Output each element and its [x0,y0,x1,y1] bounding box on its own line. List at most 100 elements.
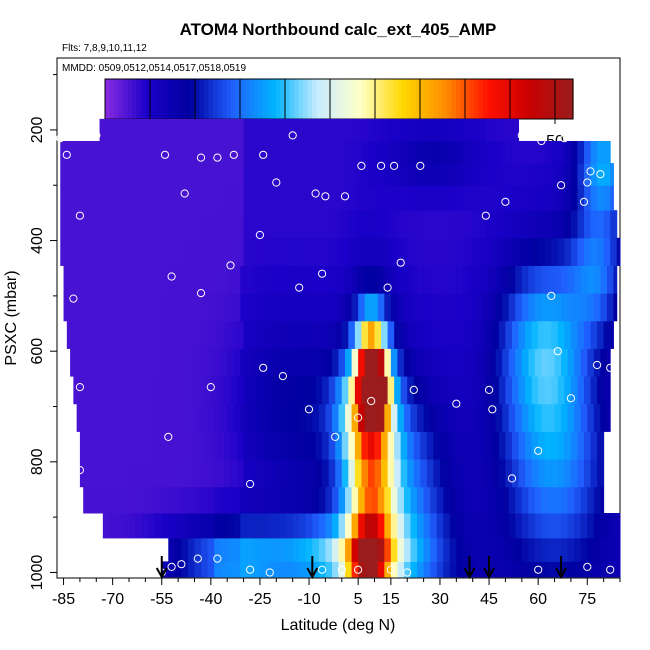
heatmap-cell [511,431,520,460]
heatmap-cell [125,237,133,266]
heatmap-cell [181,561,189,578]
heatmap-cell [361,320,369,349]
heatmap-cell [250,118,258,142]
plot-frame [56,57,621,579]
heatmap-cell [289,185,297,211]
heatmap-cell [269,140,277,164]
heatmap-cell [194,537,202,562]
heatmap-cell [145,376,153,405]
heatmap-cell [580,486,588,514]
heatmap-cell [371,537,379,562]
heatmap-cell [534,348,542,377]
heatmap-cell [567,537,575,562]
heatmap-cell [93,237,101,266]
heatmap-cell [341,376,349,405]
heatmap-cell [367,163,376,186]
heatmap-cell [259,403,267,432]
heatmap-cell [83,348,91,377]
heatmap-cell [580,348,588,377]
heatmap-cell [485,431,493,460]
heatmap-cell [475,348,484,377]
sample-point [311,189,320,198]
heatmap-cell [187,348,195,377]
heatmap-cell [348,431,356,460]
heatmap-cell [165,237,173,266]
heatmap-cell [534,403,542,432]
heatmap-cell [158,210,166,239]
heatmap-cell [295,185,303,211]
heatmap-cell [230,237,238,266]
heatmap-cell [400,185,408,211]
heatmap-cell [361,376,369,405]
heatmap-cell [187,293,195,322]
heatmap-cell [217,118,225,142]
heatmap-cell [106,431,114,460]
heatmap-cell [338,348,346,377]
heatmap-cell [299,513,307,539]
heatmap-cell [371,513,379,539]
heatmap-cell [472,163,480,186]
heatmap-cell [158,118,166,142]
heatmap-cell [259,486,267,514]
heatmap-cell [214,293,222,322]
heatmap-cell [528,348,536,377]
heatmap-cell [207,293,215,322]
heatmap-cell [583,237,592,266]
heatmap-cell [223,118,231,142]
heatmap-cell [289,210,297,239]
heatmap-cell [544,140,552,164]
heatmap-cell [328,320,336,349]
heatmap-cell [197,320,205,349]
heatmap-cell [158,163,166,186]
heatmap-cell [89,293,97,322]
sample-point [304,405,314,414]
heatmap-cell [508,486,516,514]
heatmap-cell [151,320,159,349]
heatmap-cell [145,431,153,460]
heatmap-cell [341,163,349,186]
heatmap-cell [417,561,425,578]
heatmap-cell [210,237,218,266]
heatmap-cell [439,185,448,211]
heatmap-cell [79,185,87,211]
sample-point [583,562,592,572]
colorbar: 05101520253035404550 [101,78,574,150]
colorbar-cell [123,79,129,119]
heatmap-cell [132,320,140,349]
heatmap-cell [345,403,353,432]
heatmap-cell [459,431,467,460]
heatmap-cell [354,163,362,186]
heatmap-cell [174,486,182,514]
sample-point [596,170,605,179]
heatmap-cell [420,237,428,266]
heatmap-cell [479,163,487,186]
heatmap-cell [322,376,330,405]
heatmap-cell [430,486,438,514]
heatmap-cell [587,293,595,322]
heatmap-cell [525,431,533,460]
sample-point [452,399,461,408]
heatmap-cell [295,237,303,266]
heatmap-cell [220,265,228,294]
heatmap-cell [207,403,215,432]
heatmap-cell [322,118,330,142]
heatmap-cell [315,320,323,349]
heatmap-cell [76,293,84,322]
heatmap-cell [112,376,120,405]
heatmap-cell [600,537,608,562]
heatmap-cell [397,561,405,578]
heatmap-cell [547,513,556,539]
heatmap-cell [243,118,251,142]
heatmap-cell [498,163,506,186]
heatmap-cell [462,561,470,578]
heatmap-cell [240,486,248,514]
heatmap-cell [256,320,264,349]
heatmap-cells [60,118,621,578]
colorbar-cell [469,79,475,119]
heatmap-cell [259,265,267,294]
heatmap-cell [371,403,379,432]
heatmap-cell [570,237,578,266]
heatmap-cell [590,210,598,239]
heatmap-cell [531,376,539,405]
